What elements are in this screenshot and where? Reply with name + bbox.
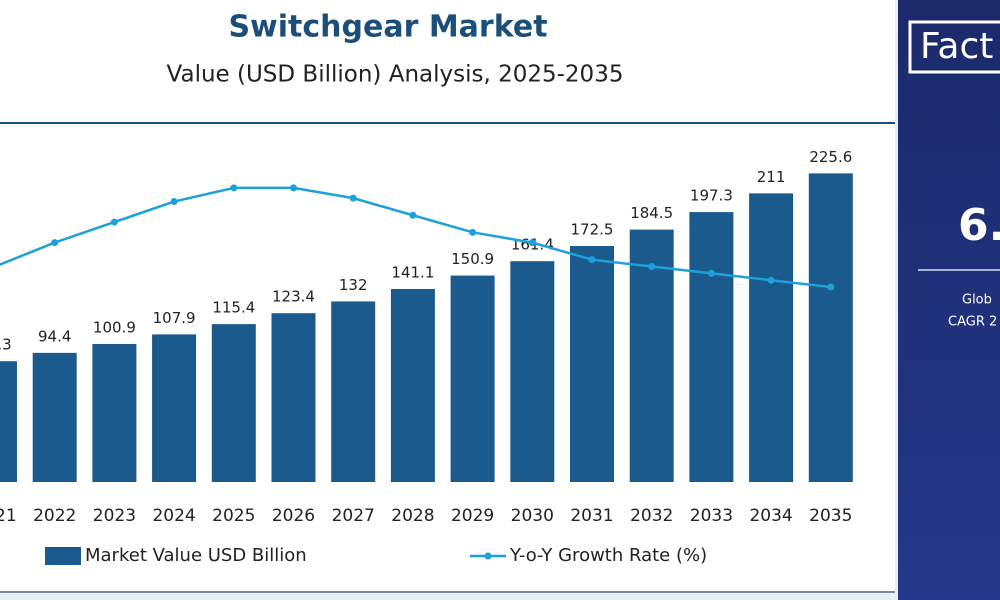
x-tick-label: 2030 (511, 506, 554, 526)
bar (271, 313, 316, 482)
panel-text: CAGR 2 (948, 315, 997, 330)
data-label: 141.1 (391, 263, 434, 281)
logo: Fact (920, 26, 993, 67)
x-tick-label: 2028 (391, 506, 434, 526)
data-label: 211 (757, 168, 786, 186)
x-tick-label: 2025 (212, 506, 255, 526)
bar (749, 193, 794, 483)
bar (32, 352, 77, 482)
x-tick-label: 2029 (451, 506, 494, 526)
chart-title: Switchgear Market (228, 10, 547, 45)
data-label: 197.3 (690, 187, 733, 205)
x-tick-label: 2027 (332, 506, 375, 526)
bar (331, 301, 376, 482)
side-panel (898, 0, 1000, 600)
bar (510, 261, 555, 482)
legend-label: Y-o-Y Growth Rate (%) (509, 545, 707, 566)
chart-subtitle: Value (USD Billion) Analysis, 2025-2035 (167, 62, 624, 88)
cagr-value: 6. (958, 200, 1000, 251)
growth-point (290, 184, 297, 192)
bar (629, 229, 674, 482)
data-label: 225.6 (809, 148, 852, 166)
growth-point (827, 283, 835, 291)
x-tick-label: 2021 (0, 506, 17, 526)
growth-point (648, 263, 656, 271)
data-label: 88.3 (0, 336, 12, 354)
data-label: 100.9 (93, 318, 136, 336)
bar (390, 288, 435, 482)
chart-card (0, 0, 895, 592)
legend-point (484, 552, 492, 560)
x-tick-label: 2022 (33, 506, 76, 526)
bar (152, 334, 197, 482)
data-label: 150.9 (451, 250, 494, 268)
data-label: 107.9 (153, 309, 196, 327)
x-tick-label: 2034 (749, 506, 792, 526)
data-label: 172.5 (571, 221, 614, 239)
bar (450, 275, 495, 482)
x-tick-label: 2024 (152, 506, 195, 526)
legend-label: Market Value USD Billion (85, 545, 307, 566)
x-tick-label: 2026 (272, 506, 315, 526)
growth-point (349, 194, 357, 202)
x-tick-label: 2032 (630, 506, 673, 526)
x-tick-label: 2023 (93, 506, 136, 526)
data-label: 132 (339, 276, 368, 294)
data-label: 184.5 (630, 204, 673, 222)
data-label: 123.4 (272, 288, 315, 306)
legend-swatch (45, 547, 81, 565)
growth-point (469, 228, 477, 236)
growth-point (767, 276, 775, 284)
growth-point (588, 256, 596, 264)
bar (570, 246, 614, 482)
growth-point (110, 218, 118, 226)
x-tick-label: 2031 (570, 506, 613, 526)
bar (689, 212, 734, 482)
growth-point (707, 269, 715, 277)
logo-box (908, 20, 1000, 74)
growth-point (409, 211, 417, 219)
data-label: 94.4 (38, 327, 71, 345)
x-tick-label: 2033 (690, 506, 733, 526)
bar (0, 361, 17, 482)
x-tick-label: 2035 (809, 506, 852, 526)
growth-point (230, 184, 238, 192)
bar (808, 173, 853, 482)
growth-point (170, 198, 178, 206)
growth-point (528, 239, 536, 247)
growth-point (51, 239, 59, 247)
bar (211, 324, 256, 482)
panel-text: Glob (962, 293, 992, 308)
bar (92, 343, 137, 482)
data-label: 115.4 (212, 299, 255, 317)
